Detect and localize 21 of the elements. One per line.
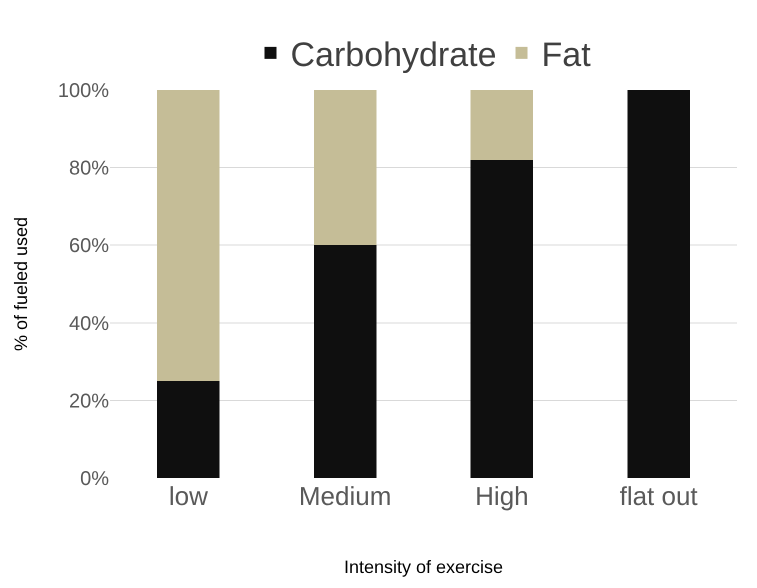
y-tick-label: 40%	[68, 312, 110, 335]
legend-label: Carbohydrate	[290, 36, 497, 74]
bar	[314, 90, 376, 246]
x-tick-label: Medium	[298, 481, 392, 511]
bar	[314, 245, 376, 478]
x-tick-label: low	[168, 481, 208, 511]
y-tick-label: 80%	[68, 158, 110, 180]
legend-label: Fat	[542, 36, 592, 74]
bar	[627, 90, 690, 478]
bar	[470, 160, 534, 478]
y-tick-label: 60%	[68, 235, 110, 258]
y-axis-title: % of fueled used	[11, 216, 32, 352]
bar	[157, 381, 220, 478]
y-tick-label: 20%	[68, 390, 110, 412]
x-tick-label: High	[475, 481, 529, 511]
bar	[470, 90, 534, 160]
x-axis-title: Intensity of exercise	[344, 557, 504, 578]
y-tick-label: 0%	[80, 468, 110, 490]
bar	[157, 90, 220, 381]
y-tick-label: 100%	[58, 80, 110, 102]
x-tick-label: flat out	[620, 481, 698, 511]
